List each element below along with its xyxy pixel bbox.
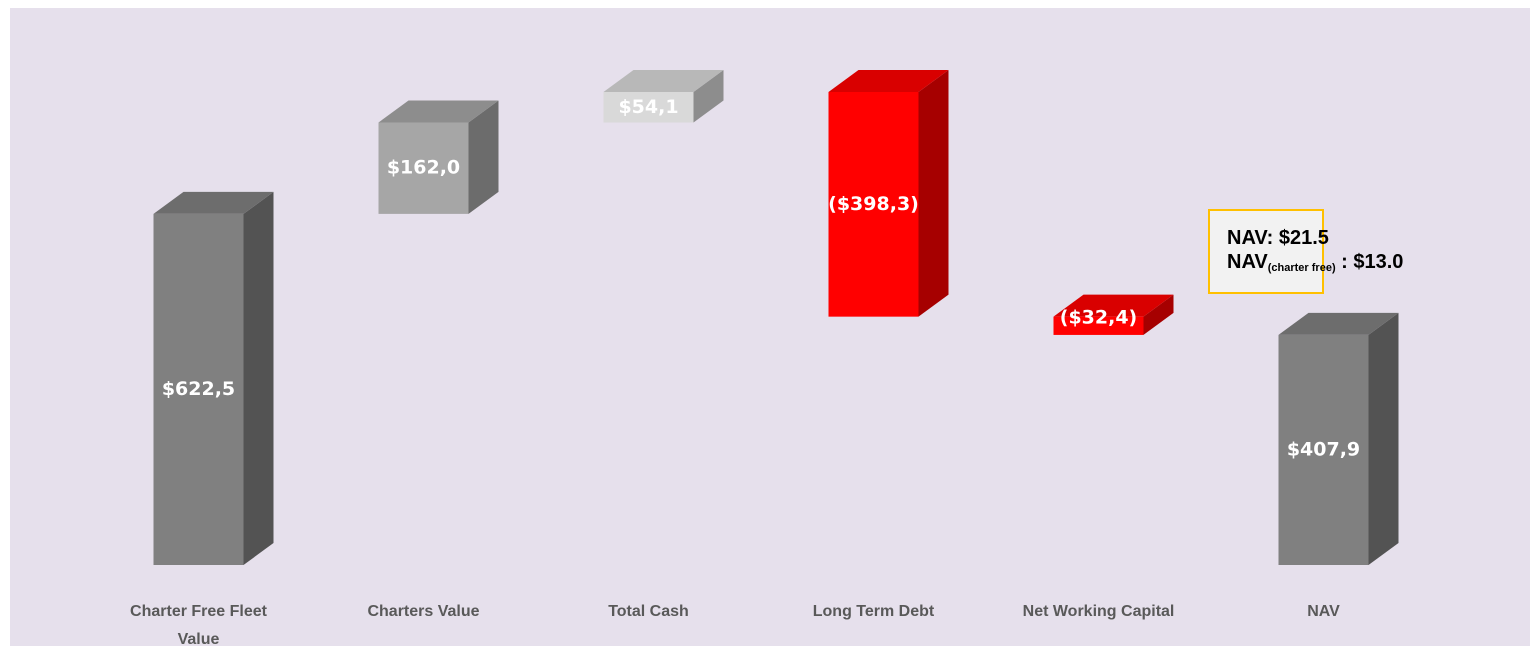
category-label: Total Cash [608, 603, 689, 620]
category-label: Long Term Debt [812, 603, 935, 620]
bar [1278, 334, 1369, 565]
category-label: NAV [1307, 603, 1340, 620]
annotation-subscript: (charter free) [1267, 262, 1336, 274]
bar-top [828, 70, 949, 92]
annotation-text: : $13.0 [1335, 251, 1404, 273]
annotation-line: NAV: $21.5 [1227, 227, 1329, 249]
bar-top [1053, 294, 1174, 317]
category-label: Net Working Capital [1022, 603, 1175, 620]
category-label: Charter Free Fleet Value [130, 603, 267, 646]
bar-side [468, 100, 499, 214]
bar [378, 122, 469, 214]
value-label: $54,1 [618, 96, 678, 118]
bar-top [603, 70, 724, 92]
category-label: Charters Value [367, 603, 480, 620]
value-label: $622,5 [162, 378, 235, 400]
bar-side [1368, 312, 1399, 565]
value-label: $407,9 [1287, 438, 1360, 460]
bar [828, 92, 919, 317]
bar [603, 92, 694, 123]
bar-side [918, 70, 949, 317]
value-label: $162,0 [387, 157, 460, 179]
value-label: ($398,3) [828, 193, 919, 215]
annotation-text: NAV [1227, 251, 1268, 273]
bar [1053, 316, 1144, 335]
bar-top [378, 100, 499, 123]
bar-top [153, 191, 274, 214]
annotation-line: NAV(charter free) : $13.0 [1227, 251, 1403, 274]
bar-side [243, 191, 274, 565]
bar-side [693, 70, 724, 123]
value-label: ($32,4) [1060, 306, 1137, 328]
annotation-box: NAV: $21.5 NAV(charter free) : $13.0 [1208, 209, 1403, 294]
bar-side [1143, 294, 1174, 335]
bar-top [1278, 312, 1399, 335]
bar [153, 213, 244, 565]
